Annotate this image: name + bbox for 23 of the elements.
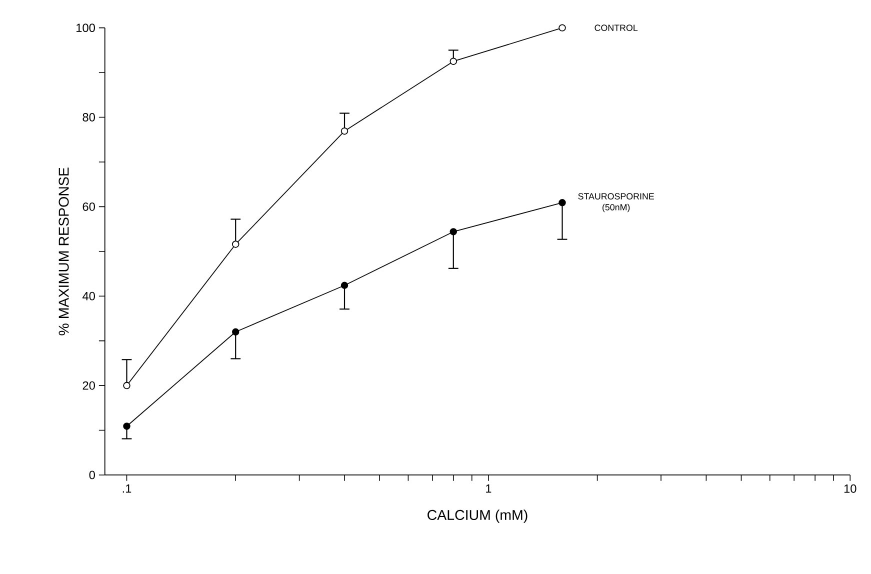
x-tick-label: .1 xyxy=(122,484,132,492)
y-tick-label: 0 xyxy=(89,470,95,479)
point xyxy=(450,228,457,236)
y-tick-label: 80 xyxy=(82,112,95,122)
point xyxy=(558,198,566,206)
point xyxy=(340,282,348,289)
point xyxy=(340,127,348,135)
point xyxy=(232,328,240,336)
y-axis-title: % MAXIMUM RESPONSE xyxy=(58,167,69,336)
x-axis-title: CALCIUM (mM) xyxy=(428,509,528,523)
point xyxy=(232,240,240,248)
point xyxy=(123,422,130,430)
y-tick-label: 100 xyxy=(76,23,95,32)
y-tick-label: 20 xyxy=(82,381,95,390)
point xyxy=(123,382,130,389)
point xyxy=(558,24,566,32)
series-label: STAUROSPORINE (50nM) xyxy=(578,193,654,212)
text: CONTROL xyxy=(594,24,638,31)
y-tick-label: 60 xyxy=(82,202,95,211)
y-tick-label: 40 xyxy=(82,292,95,300)
point xyxy=(450,58,457,65)
x-tick-label: 1 xyxy=(486,484,492,492)
x-tick-label: 10 xyxy=(844,484,856,493)
